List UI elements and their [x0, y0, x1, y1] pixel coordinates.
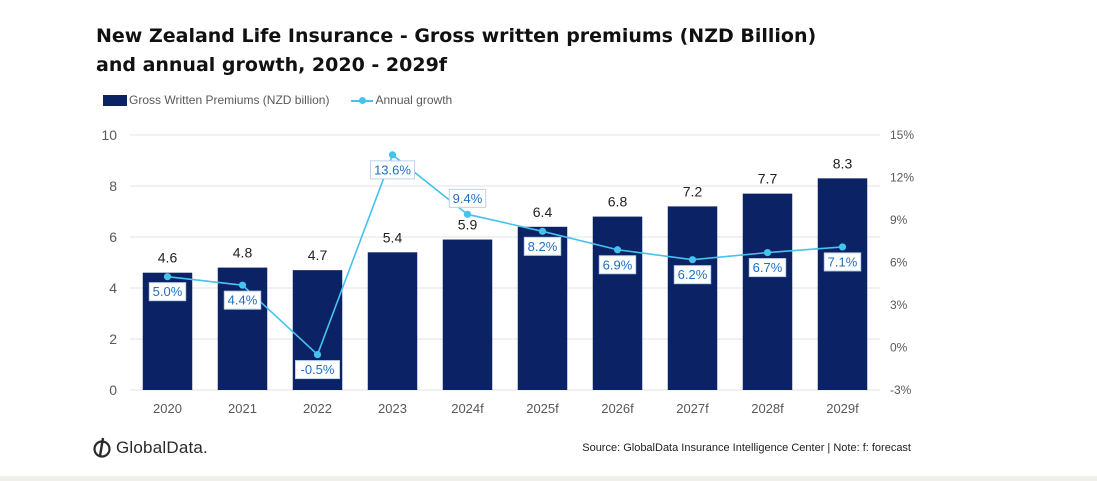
growth-label-box — [823, 252, 862, 272]
y-left-tick-label: 2 — [109, 331, 117, 347]
x-tick-label: 2025f — [526, 401, 559, 416]
y-left-tick-label: 0 — [109, 382, 117, 398]
x-tick-label: 2021 — [228, 401, 257, 416]
chart-title-line-1: New Zealand Life Insurance - Gross writt… — [96, 25, 817, 47]
growth-label-box — [598, 255, 637, 275]
growth-label-box — [673, 265, 712, 285]
growth-value-label: 9.4% — [453, 191, 483, 206]
growth-label-box — [223, 290, 262, 310]
bar-value-label: 4.7 — [308, 247, 328, 263]
legend-item-growth: Annual growth — [351, 93, 452, 107]
growth-point — [763, 248, 772, 257]
growth-point — [688, 256, 697, 264]
growth-point — [388, 151, 397, 159]
growth-label-box — [148, 282, 187, 302]
growth-label-box — [748, 258, 787, 278]
globaldata-logo: GlobalData. — [92, 436, 208, 460]
bar-value-label: 5.9 — [458, 217, 478, 233]
chart-title: New Zealand Life Insurance - Gross writt… — [96, 22, 916, 80]
bar — [367, 252, 418, 390]
bar — [667, 206, 718, 390]
bottom-divider — [0, 476, 1097, 481]
y-right-tick-label: -3% — [890, 383, 912, 397]
growth-label-box — [448, 188, 487, 208]
x-tick-label: 2024f — [451, 401, 484, 416]
bar-value-label: 6.4 — [533, 204, 553, 220]
growth-value-label: 13.6% — [374, 162, 411, 177]
bar — [592, 216, 643, 390]
bar-value-label: 6.8 — [608, 194, 628, 210]
growth-point — [313, 350, 322, 359]
legend-item-premiums: Gross Written Premiums (NZD billion) — [103, 93, 329, 107]
growth-value-label: 4.4% — [228, 293, 258, 308]
growth-line — [167, 153, 843, 356]
bar-value-label: 4.8 — [233, 245, 253, 261]
bar — [742, 193, 793, 390]
x-tick-label: 2026f — [601, 401, 634, 416]
legend-bar-swatch — [103, 94, 127, 106]
x-tick-label: 2023 — [378, 401, 407, 416]
x-tick-label: 2022 — [303, 401, 332, 416]
growth-point — [838, 243, 847, 251]
chart-legend: Gross Written Premiums (NZD billion) Ann… — [103, 92, 474, 108]
y-right-tick-label: 12% — [890, 171, 914, 185]
legend-line-swatch — [351, 95, 374, 106]
growth-point — [463, 210, 472, 218]
bar-value-label: 5.4 — [383, 229, 403, 245]
legend-growth-label: Annual growth — [375, 93, 453, 107]
growth-point — [238, 281, 247, 289]
y-right-tick-label: 0% — [890, 341, 908, 355]
bar — [817, 178, 868, 390]
growth-value-label: 8.2% — [528, 239, 558, 254]
bar-value-label: 7.2 — [683, 183, 703, 199]
y-right-tick-label: 6% — [890, 256, 908, 270]
x-tick-label: 2020 — [153, 401, 182, 416]
globaldata-logo-icon — [93, 437, 111, 458]
growth-label-box — [295, 360, 340, 380]
growth-value-label: 6.2% — [678, 267, 708, 282]
y-left-tick-label: 4 — [109, 280, 117, 296]
y-right-tick-label: 9% — [890, 213, 908, 227]
growth-point — [613, 246, 622, 254]
chart-plot: 0 2 4 6 8 10 -3% 0% 3% 6% 9% 12% 15% 4.6 4.8 4.7 5.4 5.9 6… — [101, 127, 914, 416]
y-left-tick-label: 10 — [101, 127, 117, 143]
growth-point — [538, 227, 547, 235]
y-left-tick-label: 6 — [109, 229, 117, 245]
growth-value-label: 6.7% — [753, 260, 783, 275]
y-right-tick-label: 15% — [890, 128, 914, 142]
source-note: Source: GlobalData Insurance Intelligenc… — [582, 442, 911, 454]
growth-value-label: 7.1% — [828, 254, 858, 269]
bar-value-label: 7.7 — [758, 171, 778, 187]
x-tick-label: 2027f — [676, 401, 709, 416]
y-left-tick-label: 8 — [109, 178, 117, 194]
legend-premiums-label: Gross Written Premiums (NZD billion) — [129, 93, 330, 107]
growth-label-box — [370, 160, 415, 180]
y-right-tick-label: 3% — [890, 298, 908, 312]
x-tick-label: 2029f — [826, 401, 859, 416]
bar — [442, 239, 493, 390]
globaldata-logo-text: GlobalData. — [116, 438, 208, 457]
growth-value-label: 6.9% — [603, 257, 633, 272]
x-tick-label: 2028f — [751, 401, 784, 416]
bar-value-label: 4.6 — [158, 250, 178, 266]
growth-point — [163, 273, 172, 281]
growth-value-label: 5.0% — [153, 284, 183, 299]
bar-value-label: 8.3 — [833, 155, 853, 171]
growth-label-box — [523, 236, 562, 256]
growth-value-label: -0.5% — [301, 362, 335, 377]
chart-title-line-2: and annual growth, 2020 - 2029f — [96, 54, 448, 76]
